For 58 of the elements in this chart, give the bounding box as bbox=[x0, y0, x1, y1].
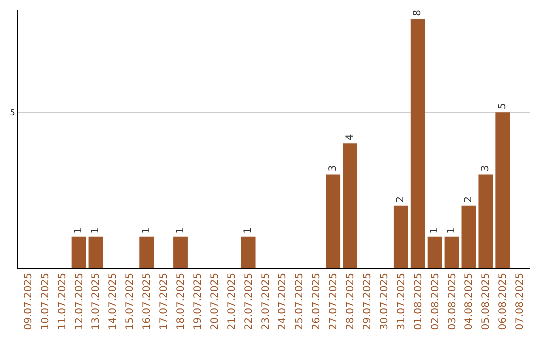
x-tick-label: 12.07.2025 bbox=[74, 273, 86, 330]
data-label: 2 bbox=[463, 196, 474, 203]
bar bbox=[444, 236, 460, 268]
x-tick-label: 16.07.2025 bbox=[142, 273, 154, 330]
x-tick-label: 27.07.2025 bbox=[328, 273, 340, 330]
x-tick-label: 28.07.2025 bbox=[346, 273, 357, 330]
x-tick-label: 17.07.2025 bbox=[159, 273, 170, 330]
data-label: 1 bbox=[74, 228, 85, 234]
x-tick-label: 23.07.2025 bbox=[260, 273, 272, 330]
data-label: 8 bbox=[412, 10, 424, 16]
x-tick-label: 01.08.2025 bbox=[413, 273, 424, 330]
data-label: 4 bbox=[344, 134, 356, 141]
bar bbox=[88, 236, 104, 268]
x-tick-label: 14.07.2025 bbox=[108, 273, 120, 330]
bar bbox=[241, 236, 256, 268]
x-tick-label: 15.07.2025 bbox=[125, 273, 136, 330]
x-tick-label: 03.08.2025 bbox=[447, 273, 458, 330]
x-tick-label: 25.07.2025 bbox=[294, 273, 306, 330]
bar bbox=[478, 174, 494, 268]
x-tick-label: 29.07.2025 bbox=[362, 273, 374, 330]
x-tick-label: 07.08.2025 bbox=[515, 273, 526, 330]
data-label: 5 bbox=[497, 103, 508, 110]
x-tick-label: 05.08.2025 bbox=[481, 273, 492, 330]
bar bbox=[343, 144, 358, 268]
bar bbox=[410, 19, 426, 268]
bar bbox=[72, 236, 86, 268]
x-tick-label: 19.07.2025 bbox=[192, 273, 204, 330]
bar bbox=[174, 236, 188, 268]
x-tick-label: 21.07.2025 bbox=[226, 273, 238, 330]
data-label: 1 bbox=[90, 228, 102, 234]
data-label: 3 bbox=[480, 165, 492, 172]
x-tick-label: 22.07.2025 bbox=[244, 273, 255, 330]
bar bbox=[140, 236, 154, 268]
bar bbox=[496, 112, 510, 268]
x-tick-label: 09.07.2025 bbox=[23, 273, 34, 330]
bar bbox=[394, 206, 408, 268]
x-tick-label: 11.07.2025 bbox=[57, 273, 68, 330]
x-tick-label: 04.08.2025 bbox=[464, 273, 476, 330]
bar bbox=[326, 174, 341, 268]
x-tick-label: 02.08.2025 bbox=[430, 273, 442, 330]
x-tick-label: 18.07.2025 bbox=[176, 273, 187, 330]
x-tick-label: 06.08.2025 bbox=[498, 273, 510, 330]
x-tick-label: 30.07.2025 bbox=[379, 273, 390, 330]
data-label: 1 bbox=[141, 228, 152, 234]
x-tick-label: 31.07.2025 bbox=[396, 273, 408, 330]
x-tick-label: 26.07.2025 bbox=[312, 273, 323, 330]
bar bbox=[462, 206, 476, 268]
x-tick-label: 20.07.2025 bbox=[210, 273, 221, 330]
x-tick-label: 24.07.2025 bbox=[278, 273, 289, 330]
bar bbox=[428, 236, 442, 268]
data-label: 1 bbox=[446, 228, 458, 234]
x-tick-label: 10.07.2025 bbox=[40, 273, 52, 330]
x-tick-label: 13.07.2025 bbox=[91, 273, 102, 330]
data-label: 1 bbox=[430, 228, 441, 234]
data-label: 1 bbox=[175, 228, 186, 234]
data-label: 2 bbox=[396, 196, 407, 203]
data-label: 1 bbox=[243, 228, 254, 234]
data-label: 3 bbox=[328, 165, 339, 172]
